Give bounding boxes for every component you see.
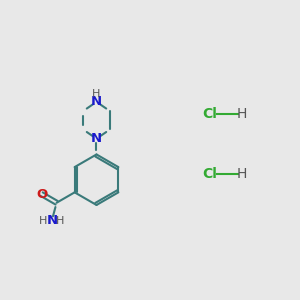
Text: N: N <box>91 132 102 145</box>
Text: Cl: Cl <box>202 167 217 181</box>
Text: Cl: Cl <box>202 107 217 121</box>
Text: H: H <box>39 216 48 226</box>
Text: N: N <box>91 95 102 108</box>
Text: O: O <box>36 188 47 201</box>
Text: H: H <box>237 167 247 181</box>
Text: N: N <box>46 214 57 227</box>
Text: H: H <box>56 216 64 226</box>
Text: H: H <box>237 107 247 121</box>
Text: H: H <box>92 88 101 98</box>
